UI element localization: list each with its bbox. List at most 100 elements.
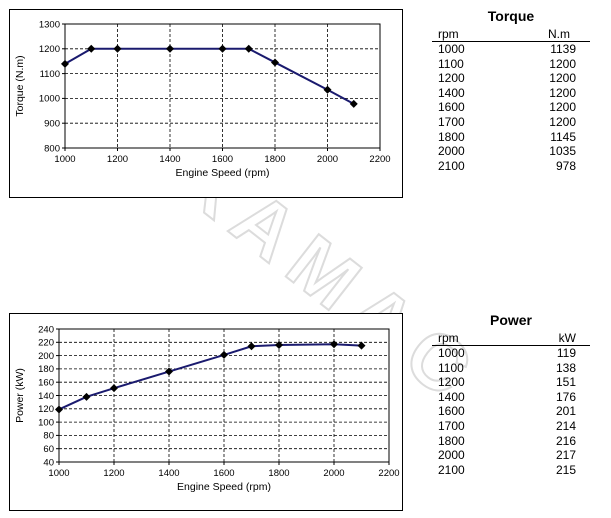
power-table: Power rpm kW 1000 119 1100 138 1200 151 1400 17… — [432, 312, 590, 492]
power-chart-data-point — [82, 392, 91, 401]
power-table-value-cell: 214 — [555, 419, 576, 433]
power-chart-data-point — [247, 342, 256, 351]
power-table-title: Power — [489, 312, 532, 328]
torque-chart-data-point — [166, 44, 174, 53]
torque-chart-data-point — [87, 44, 96, 53]
torque-chart-data-point — [218, 44, 227, 53]
torque-table-rpm-cell: 1200 — [438, 71, 465, 86]
power-table-row: 2000 217 — [438, 448, 584, 463]
power-table-row: 1400 176 — [438, 390, 584, 405]
power-chart-ytick-label: 40 — [43, 457, 54, 468]
power-chart-ytick-label: 200 — [38, 351, 54, 362]
power-chart-svg: 40 60 80 100 120 140 160 180 200 220 240 1000 1200 14… — [14, 324, 400, 493]
power-table-value-cell: 176 — [555, 389, 576, 404]
torque-table: Torque rpm N.m 1000 1139 1100 1200 1200 1200 1… — [432, 8, 590, 188]
power-table-value-cell: 119 — [556, 346, 576, 360]
torque-chart-xtick-label: 1800 — [264, 154, 285, 165]
power-chart-data-point — [220, 350, 228, 359]
power-chart-xtick-label: 2200 — [378, 468, 399, 479]
power-table-rpm-cell: 1600 — [438, 404, 465, 419]
torque-chart-data-point — [349, 99, 358, 108]
power-chart-x-axis-title: Engine Speed (rpm) — [177, 481, 271, 493]
torque-table-row: 2100 978 — [438, 159, 584, 174]
power-table-rpm-cell: 1000 — [438, 346, 465, 360]
torque-chart-data-point — [61, 59, 69, 68]
power-table-value-cell: 216 — [555, 433, 576, 448]
power-chart-xtick-label: 1800 — [268, 468, 289, 479]
power-chart-data-point — [165, 367, 173, 376]
torque-chart-xtick-label: 1600 — [212, 154, 233, 165]
torque-table-row: 1200 1200 — [438, 71, 584, 86]
power-table-row: 1800 216 — [438, 434, 584, 449]
torque-chart-y-axis-title: Torque (N.m) — [14, 55, 26, 116]
power-table-rpm-cell: 1200 — [438, 375, 465, 390]
power-table-value-cell: 201 — [555, 404, 576, 419]
power-chart-data-point — [110, 384, 118, 393]
power-table-header-rpm: rpm — [438, 331, 459, 345]
power-chart: 40 60 80 100 120 140 160 180 200 220 240 1000 1200 14… — [9, 313, 403, 511]
torque-chart-data-point — [271, 58, 279, 67]
power-chart-data-point — [330, 340, 338, 349]
power-table-value-cell: 151 — [555, 375, 576, 390]
torque-chart-data-point — [113, 44, 122, 53]
power-table-value-cell: 138 — [555, 360, 576, 375]
torque-table-value-cell: 1200 — [549, 71, 576, 86]
torque-table-value-cell: 1145 — [550, 129, 576, 144]
power-table-rpm-cell: 1700 — [438, 419, 465, 433]
power-table-value-cell: 215 — [555, 462, 576, 477]
power-chart-ytick-label: 140 — [38, 391, 54, 402]
power-chart-ytick-label: 160 — [38, 378, 54, 389]
torque-chart-xtick-label: 1400 — [159, 154, 180, 165]
torque-table-row: 1800 1145 — [438, 130, 584, 145]
torque-table-rpm-cell: 1700 — [438, 115, 465, 129]
torque-table-value-cell: 1139 — [550, 42, 576, 56]
torque-chart-ytick-label: 1000 — [39, 94, 60, 105]
torque-table-value-cell: 1035 — [549, 144, 576, 159]
power-table-row: 1000 119 — [438, 346, 584, 361]
torque-table-row: 1100 1200 — [438, 57, 584, 72]
torque-table-rpm-cell: 2100 — [438, 158, 465, 173]
torque-table-value-cell: 978 — [555, 158, 576, 173]
power-chart-ytick-label: 240 — [38, 324, 54, 335]
power-chart-xtick-label: 1600 — [213, 468, 234, 479]
power-chart-ytick-label: 180 — [38, 364, 54, 375]
power-chart-ytick-label: 100 — [38, 417, 54, 428]
torque-chart-xtick-label: 1200 — [107, 154, 128, 165]
torque-chart-x-axis-title: Engine Speed (rpm) — [176, 167, 270, 179]
power-chart-data-point — [357, 341, 366, 350]
torque-table-title: Torque — [487, 8, 535, 24]
torque-chart-xtick-label: 2000 — [317, 154, 338, 165]
torque-chart-ytick-label: 1100 — [40, 69, 60, 80]
power-table-row: 1700 214 — [438, 419, 584, 434]
torque-table-value-cell: 1200 — [549, 56, 576, 71]
power-chart-data-point — [275, 340, 283, 349]
torque-table-rpm-cell: 2000 — [438, 144, 465, 159]
torque-chart-ytick-label: 800 — [44, 143, 60, 154]
torque-table-header-rpm: rpm — [438, 27, 459, 41]
torque-table-rpm-cell: 1600 — [438, 100, 465, 115]
power-table-rule — [432, 345, 590, 346]
torque-chart-xtick-label: 2200 — [369, 154, 390, 165]
power-chart-ytick-label: 60 — [43, 444, 54, 455]
torque-chart-svg: 800 900 1000 1100 1200 1300 1000 1200 1400 1600 18… — [14, 19, 391, 179]
power-chart-xtick-label: 1200 — [103, 468, 124, 479]
power-chart-ytick-label: 80 — [43, 431, 54, 442]
torque-chart-ytick-label: 900 — [44, 119, 60, 130]
torque-table-rpm-cell: 1100 — [438, 56, 464, 71]
power-chart-data-point — [55, 405, 63, 414]
torque-table-row: 2000 1035 — [438, 144, 584, 159]
power-chart-ytick-label: 220 — [38, 338, 54, 349]
torque-chart-data-point — [323, 85, 332, 94]
power-chart-y-axis-title: Power (kW) — [14, 368, 26, 423]
torque-chart-ytick-label: 1200 — [39, 44, 60, 55]
torque-table-row: 1700 1200 — [438, 115, 584, 130]
torque-table-rule — [432, 41, 590, 42]
power-chart-xtick-label: 1400 — [158, 468, 179, 479]
power-table-rpm-cell: 2000 — [438, 448, 465, 463]
power-table-header-kw: kW — [558, 331, 576, 345]
power-table-rpm-cell: 1800 — [438, 433, 465, 448]
torque-chart-ytick-label: 1300 — [39, 19, 60, 30]
torque-table-value-cell: 1200 — [549, 115, 576, 129]
torque-table-value-cell: 1200 — [549, 85, 576, 100]
power-table-row: 1200 151 — [438, 375, 584, 390]
